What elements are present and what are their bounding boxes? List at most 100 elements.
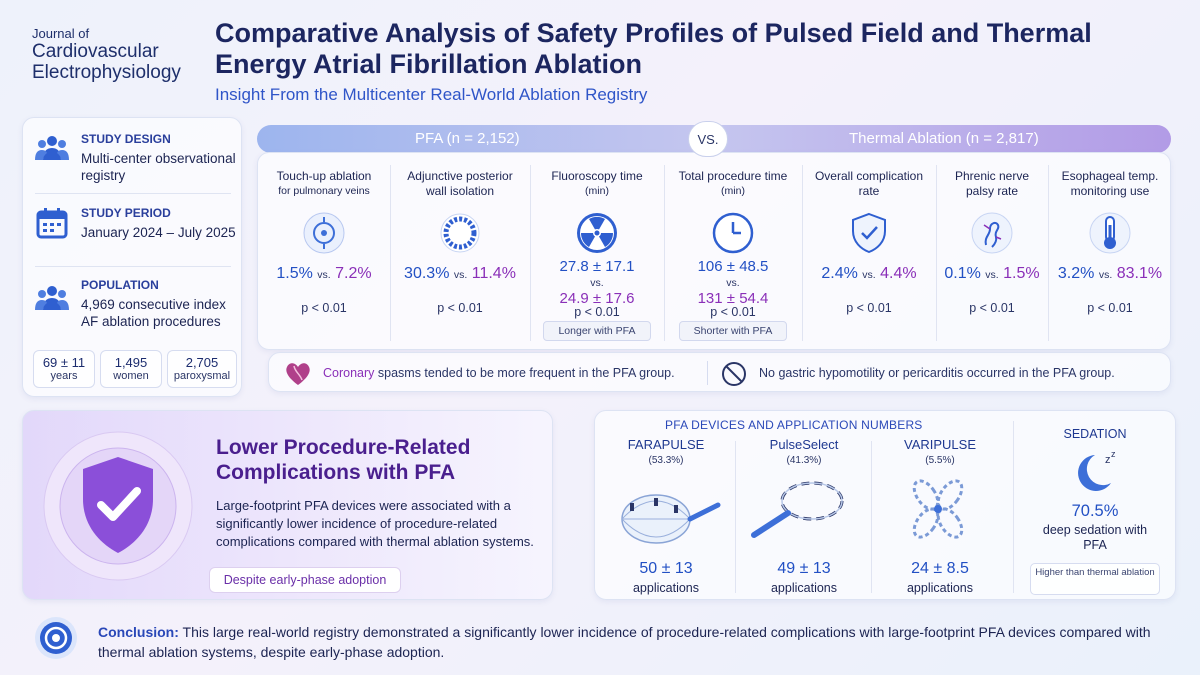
sedation-value: 70.5%: [1071, 502, 1119, 520]
pfa-value: 106 ± 48.5: [697, 258, 769, 275]
pfa-value: 30.3%: [404, 265, 450, 282]
p-value: p < 0.01: [301, 301, 347, 315]
device-name: VARIPULSE: [903, 437, 976, 452]
column-divider: [530, 165, 531, 341]
radiation-icon: [577, 213, 617, 253]
column-divider: [664, 165, 665, 341]
thermal-value: 11.4%: [471, 265, 516, 282]
coronary-text: spasms tended to be more frequent in the…: [374, 366, 675, 380]
device-farapulse: FARAPULSE (53.3%) 50 ± 13 applications: [601, 437, 731, 597]
vs-label: vs.: [862, 269, 876, 281]
device-applications-unit: applications: [906, 581, 973, 595]
stat-paroxysmal: 2,705 paroxysmal: [167, 350, 237, 388]
flower-catheter-icon: [912, 479, 964, 539]
stat-value: 2,705: [185, 355, 219, 370]
study-design-label: STUDY DESIGN: [81, 132, 171, 146]
prohibited-icon: [722, 362, 746, 386]
device-percent: (5.5%): [925, 455, 955, 466]
metric-procedure-time: Total procedure time (min) 106 ± 48.5 vs. 1…: [664, 153, 802, 351]
metric-title: Phrenic nerve: [954, 169, 1030, 183]
highlight-title: Lower Procedure-Related Complications wi…: [216, 436, 471, 484]
metric-subtitle: wall isolation: [425, 184, 495, 198]
column-divider: [1013, 421, 1014, 593]
study-info-panel: STUDY DESIGN Multi-center observational …: [22, 117, 242, 397]
highlight-body: Large-footprint PFA devices were associa…: [216, 498, 534, 549]
sedation-heading: SEDATION: [1063, 427, 1127, 441]
device-percent: (53.3%): [648, 455, 684, 466]
device-name: PulseSelect: [769, 437, 839, 452]
metric-complication-rate: Overall complication rate 2.4% vs. 4.4% p…: [802, 153, 936, 351]
conclusion-panel: Conclusion: This large real-world regist…: [22, 608, 1176, 666]
population-value: 4,969 consecutive index AF ablation proc…: [81, 297, 226, 329]
metric-phrenic-nerve: Phrenic nerve palsy rate 0.1% vs. 1.5% p …: [936, 153, 1048, 351]
journal-line-3: Electrophysiology: [32, 62, 181, 83]
group-icon: [35, 286, 69, 310]
highlight-tag: Despite early-phase adoption: [209, 567, 401, 593]
thermal-value: 83.1%: [1116, 265, 1163, 282]
pfa-value: 1.5%: [276, 265, 313, 282]
metric-subtitle: monitoring use: [1070, 184, 1150, 198]
p-value: p < 0.01: [574, 305, 620, 319]
thermal-value: 7.2%: [335, 265, 372, 282]
journal-name: Journal of Cardiovascular Electrophysiol…: [32, 26, 202, 83]
device-applications-value: 24 ± 8.5: [911, 560, 969, 577]
column-divider: [871, 441, 872, 593]
column-divider: [735, 441, 736, 593]
stat-label: paroxysmal: [173, 370, 231, 382]
stat-label: years: [50, 370, 78, 382]
journal-line-1: Journal of: [32, 26, 90, 41]
devices-heading: PFA DEVICES AND APPLICATION NUMBERS: [665, 418, 923, 432]
study-period-value: January 2024 – July 2025: [81, 225, 236, 240]
sedation-description: deep sedation with PFA: [1042, 523, 1148, 552]
ring-icon: [440, 213, 480, 253]
thermal-value: 24.9 ± 17.6: [559, 290, 635, 307]
device-applications-value: 50 ± 13: [639, 560, 693, 577]
population-stats: 69 ± 11 years 1,495 women 2,705 paroxysm…: [33, 350, 237, 390]
pfa-group-label: PFA (n = 2,152): [415, 130, 520, 147]
pfa-value: 0.1%: [944, 265, 981, 282]
page-title: Comparative Analysis of Safety Profiles …: [215, 18, 1092, 79]
conclusion-text: Conclusion: This large real-world regist…: [98, 622, 1158, 662]
stat-women: 1,495 women: [100, 350, 162, 388]
sedation-tag: Higher than thermal ablation: [1030, 563, 1160, 595]
group-icon: [35, 136, 69, 160]
device-applications-unit: applications: [632, 581, 699, 595]
p-value: p < 0.01: [969, 301, 1015, 315]
metric-esophageal-temp: Esophageal temp. monitoring use 3.2% vs. …: [1048, 153, 1172, 351]
journal-line-2: Cardiovascular: [32, 41, 159, 62]
shield-check-icon: [43, 431, 193, 581]
pfa-value: 2.4%: [821, 265, 858, 282]
vs-label: vs.: [317, 269, 331, 281]
device-pulseselect: PulseSelect (41.3%) 49 ± 13 applications: [739, 437, 869, 597]
metric-title: Fluoroscopy time: [551, 169, 643, 183]
vs-label: vs.: [453, 269, 468, 281]
stat-value: 1,495: [114, 355, 148, 370]
vs-label: vs.: [1098, 269, 1113, 281]
shield-check-icon: [852, 212, 886, 254]
device-varipulse: VARIPULSE (5.5%) 24 ± 8.5 applications: [875, 437, 1005, 597]
column-divider: [936, 165, 937, 341]
study-design-value: Multi-center observational registry: [81, 151, 236, 183]
coronary-word: Coronary: [323, 366, 375, 380]
metric-subtitle: for pulmonary veins: [278, 185, 370, 197]
svg-text:z: z: [1105, 454, 1111, 466]
column-divider: [390, 165, 391, 341]
heart-icon: [286, 363, 310, 385]
vs-label: vs.: [726, 277, 740, 289]
clock-icon: [712, 212, 754, 254]
metric-subtitle: (min): [585, 185, 609, 197]
basket-catheter-icon: [621, 494, 721, 544]
column-divider: [1048, 165, 1049, 341]
vs-badge: VS.: [688, 121, 728, 157]
metrics-panel: Touch-up ablation for pulmonary veins 1.5…: [257, 152, 1171, 350]
vs-label: vs.: [590, 277, 604, 289]
notes-divider: [707, 361, 708, 385]
device-name: FARAPULSE: [627, 437, 705, 452]
column-divider: [802, 165, 803, 341]
loop-catheter-icon: [751, 481, 844, 538]
conclusion-label: Conclusion:: [98, 624, 179, 640]
metric-subtitle: rate: [858, 184, 880, 198]
comparison-tag: Shorter with PFA: [679, 321, 787, 341]
metric-title: Total procedure time: [678, 169, 788, 183]
thermometer-icon: [1089, 212, 1131, 254]
